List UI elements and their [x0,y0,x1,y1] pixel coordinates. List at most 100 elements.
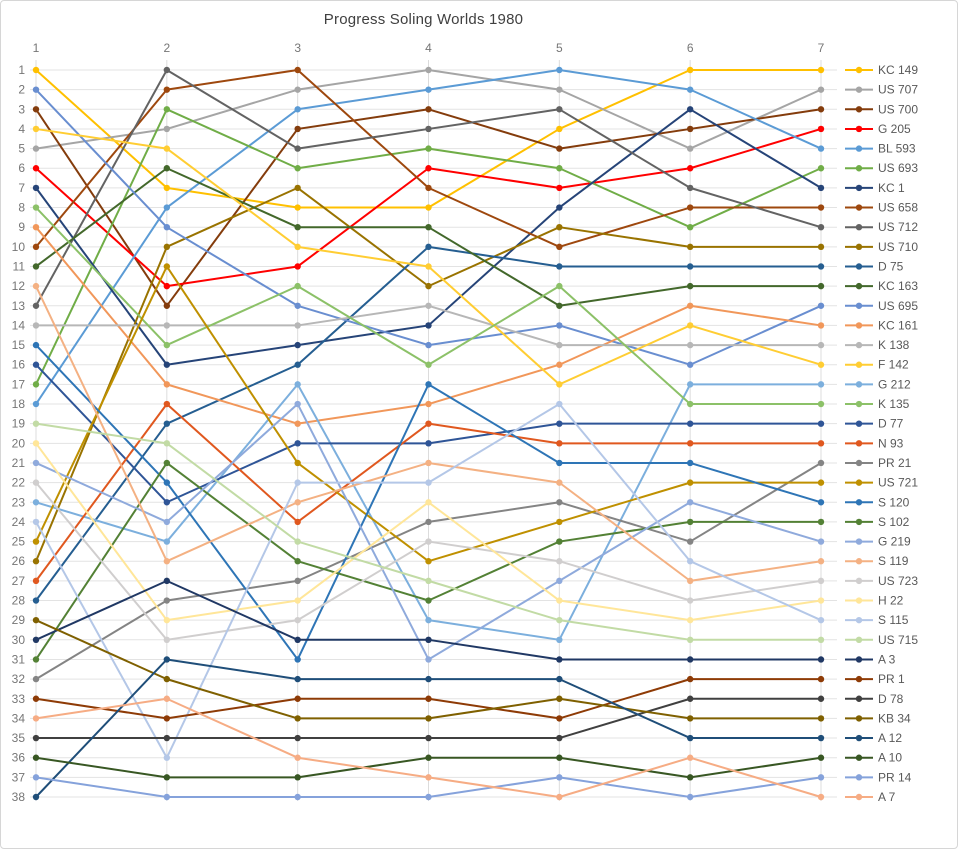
series-marker [817,754,825,761]
legend-label: S 120 [878,495,910,509]
legend-label: N 93 [878,436,904,450]
legend-swatch-marker [855,597,863,604]
series-marker [425,734,432,742]
series-marker [294,420,301,427]
series-marker [686,400,694,408]
series-marker [294,558,301,565]
series-marker [294,381,301,388]
legend-swatch-marker [855,400,863,408]
series-marker [163,302,171,309]
series-marker [556,518,563,526]
y-axis-tick-label: 2 [18,83,25,97]
series-marker [163,479,171,486]
series-marker [163,125,171,133]
legend-label: F 142 [878,358,909,372]
series-marker [163,145,171,152]
y-axis-tick-label: 3 [18,102,25,116]
legend-label: K 138 [878,338,910,352]
legend-label: H 22 [878,594,904,608]
legend-label: US 707 [878,83,918,97]
series-marker [163,754,171,761]
y-axis-tick-label: 30 [12,633,26,647]
series-marker [32,243,40,251]
legend-swatch-marker [855,302,863,309]
series-marker [425,361,432,368]
series-marker [294,656,301,663]
y-axis-tick-label: 7 [18,181,25,195]
series-marker [556,125,563,133]
series-marker [163,106,171,113]
series-marker [163,518,171,526]
series-marker [294,106,301,113]
series-marker [556,400,563,408]
legend-swatch-marker [855,165,863,172]
y-axis-tick-label: 9 [18,220,25,234]
y-axis-tick-label: 26 [12,554,26,568]
series-marker [686,695,694,702]
series-marker [556,558,563,565]
series-marker [294,538,301,545]
series-marker [32,282,40,290]
series-marker [817,774,825,781]
x-axis-tick-label: 7 [818,41,825,55]
series-marker [556,381,563,388]
series-marker [163,243,171,251]
series-marker [294,577,301,585]
series-marker [32,223,40,231]
legend-label: K 135 [878,397,910,411]
series-marker [556,479,563,486]
series-marker [556,322,563,329]
x-axis-tick-label: 2 [163,41,170,55]
legend-label: D 75 [878,259,904,273]
series-marker [686,715,694,722]
series-marker [817,479,825,486]
series-marker [556,361,563,368]
chart-title: Progress Soling Worlds 1980 [323,11,524,28]
series-marker [425,106,432,113]
legend-label: A 12 [878,731,902,745]
x-axis-tick-label: 4 [425,41,432,55]
series-marker [32,774,40,781]
series-marker [686,597,694,604]
legend-swatch-marker [855,381,863,388]
series-marker [32,616,40,624]
series-marker [163,361,171,368]
legend-swatch-marker [855,774,863,781]
legend-label: US 693 [878,161,918,175]
legend-label: KC 161 [878,318,918,332]
series-marker [686,616,694,624]
legend-swatch-marker [855,695,863,702]
series-marker [425,675,432,683]
series-marker [686,302,694,309]
series-marker [32,656,40,663]
series-marker [425,518,432,526]
y-axis-tick-label: 28 [12,594,26,608]
legend-swatch-marker [855,558,863,565]
series-marker [163,577,171,585]
series-marker [163,322,171,329]
series-marker [556,106,563,113]
y-axis-tick-label: 29 [12,613,26,627]
legend-swatch-marker [855,577,863,585]
series-marker [32,145,40,152]
legend-swatch-marker [855,322,863,329]
x-axis-tick-label: 5 [556,41,563,55]
series-marker [163,675,171,683]
series-marker [425,597,432,604]
legend-swatch-marker [855,420,863,427]
series-marker [294,66,301,74]
series-marker [163,695,171,702]
legend-swatch-marker [855,734,863,742]
legend-label: US 721 [878,476,918,490]
series-marker [294,675,301,683]
series-marker [163,66,171,74]
y-axis-tick-label: 8 [18,201,25,215]
series-marker [817,263,825,270]
series-marker [294,695,301,702]
series-marker [686,381,694,388]
series-marker [425,302,432,309]
series-marker [425,322,432,329]
series-marker [425,656,432,663]
series-marker [817,361,825,368]
legend-label: PR 1 [878,672,905,686]
